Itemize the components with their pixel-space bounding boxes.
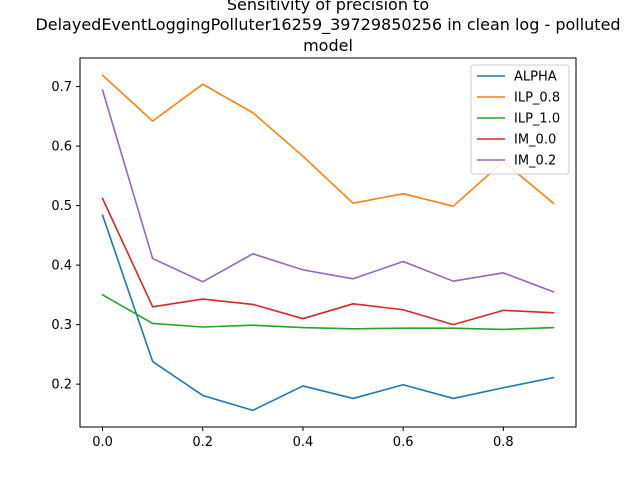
y-axis-ticks: 0.2 0.3 0.4 0.5 0.6 0.7 [51,80,80,393]
y-tick-label: 0.3 [51,318,72,333]
series-layer [101,74,555,412]
x-tick-label: 0.6 [393,435,414,450]
series-line-im-0-2 [101,89,555,293]
chart-title-line-2: DelayedEventLoggingPolluter16259_3972985… [35,15,620,35]
legend-label-im-0-0: IM_0.0 [514,133,556,148]
y-tick-label: 0.5 [51,199,72,214]
legend-box [470,64,570,175]
y-tick-label: 0.4 [51,259,72,274]
legend-label-im-0-2: IM_0.2 [514,154,556,169]
y-tick-label: 0.6 [51,140,72,155]
x-tick-label: 0.8 [493,435,514,450]
x-tick-label: 0.4 [293,435,314,450]
x-axis-ticks: 0.0 0.2 0.4 0.6 0.8 [92,427,514,450]
series-line-ilp-1-0 [101,293,555,331]
x-tick-label: 0.0 [92,435,113,450]
legend-label-ilp-0-8: ILP_0.8 [514,91,560,106]
plot-area-frame [79,57,577,428]
series-line-im-0-0 [101,197,555,326]
y-tick-label: 0.2 [51,378,72,393]
y-tick-label: 0.7 [51,80,72,95]
legend-label-ilp-1-0: ILP_1.0 [514,112,560,127]
x-tick-label: 0.2 [192,435,213,450]
series-line-ilp-0-8 [101,74,555,207]
chart-title-line-3: model [303,36,353,55]
legend-entries: ALPHA ILP_0.8 ILP_1.0 IM_0.0 IM_0.2 [477,70,560,169]
legend-label-alpha: ALPHA [514,70,557,85]
legend: ALPHA ILP_0.8 ILP_1.0 IM_0.0 IM_0.2 [470,64,570,175]
series-line-alpha [101,214,555,412]
chart-title: Sensitivity of precision to DelayedEvent… [35,0,620,55]
chart-title-line-1: Sensitivity of precision to [227,0,429,14]
